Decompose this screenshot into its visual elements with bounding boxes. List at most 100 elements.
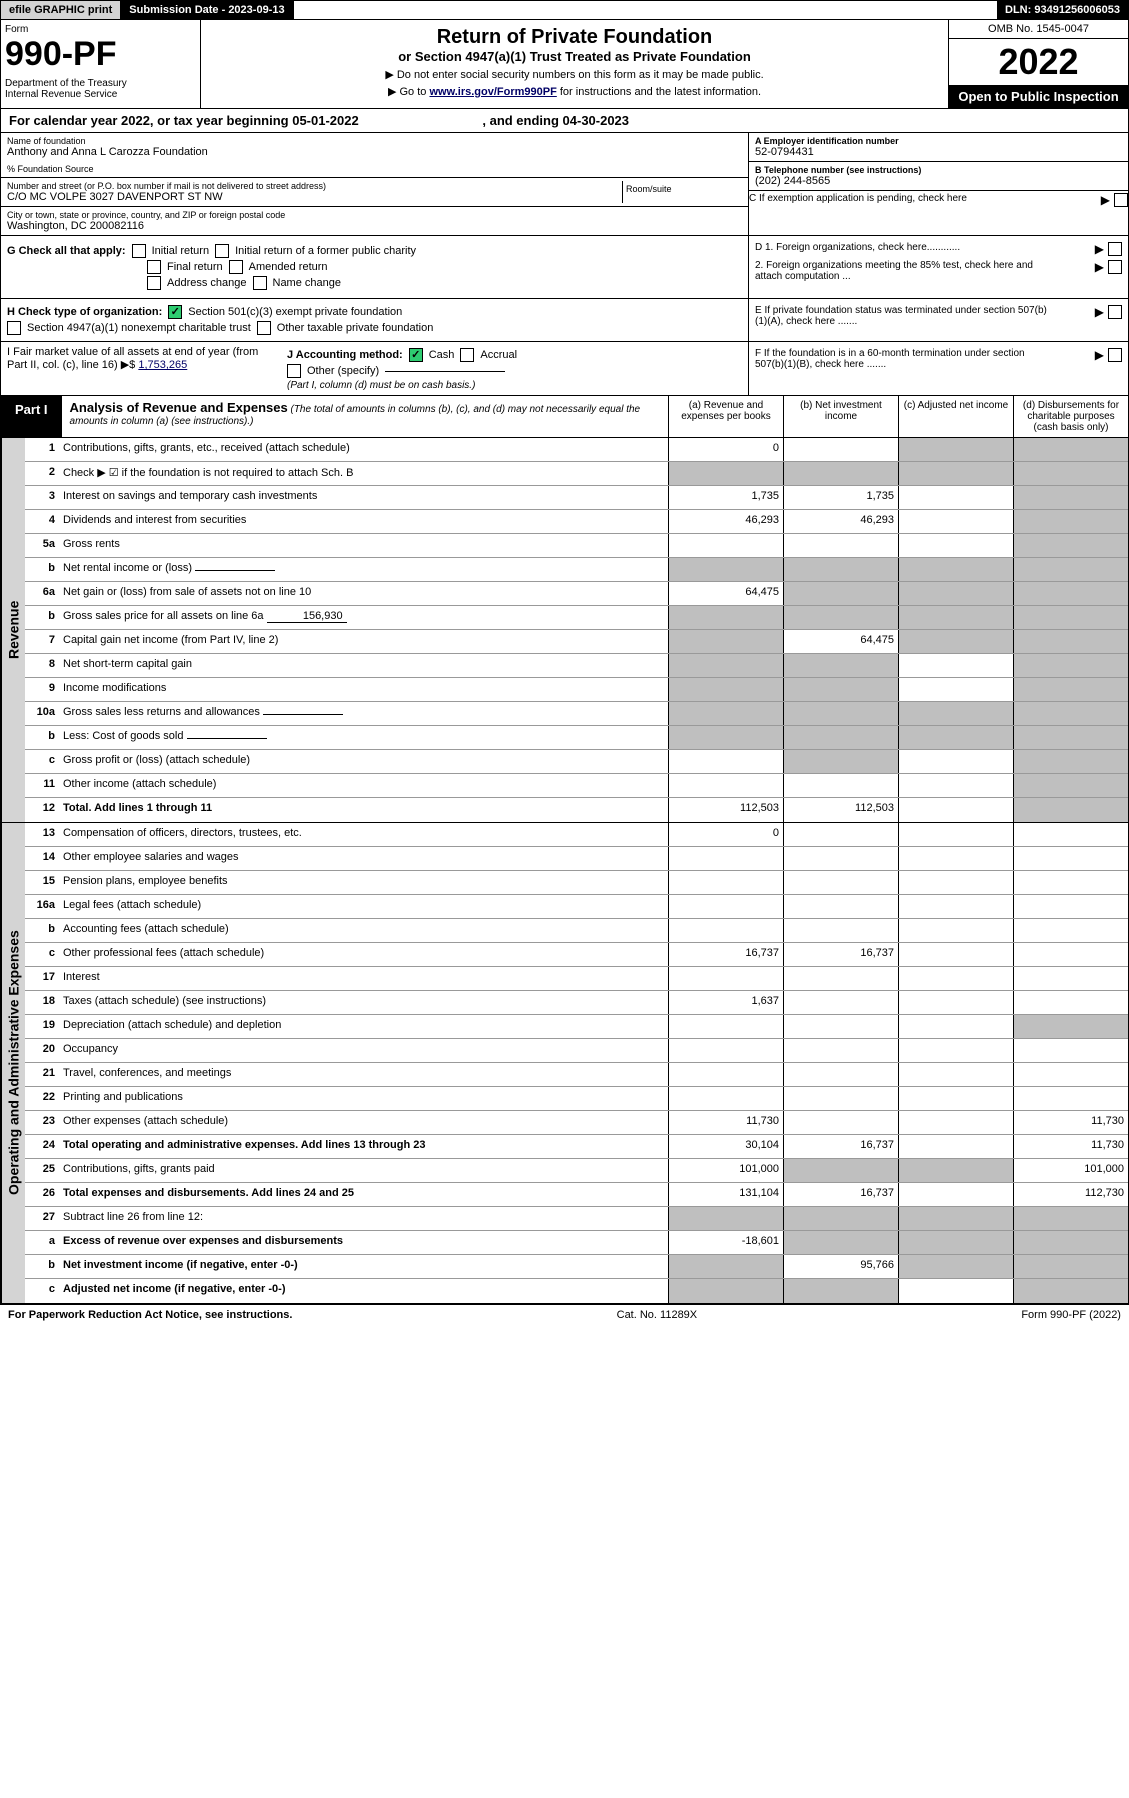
goto-post: for instructions and the latest informat… <box>557 86 761 98</box>
cell-b <box>783 1207 898 1230</box>
cell-c <box>898 510 1013 533</box>
row-label: Total. Add lines 1 through 11 <box>59 798 668 822</box>
e-checkbox[interactable] <box>1108 305 1122 319</box>
g-opt-1: Initial return of a former public charit… <box>235 245 416 257</box>
efile-print-button[interactable]: efile GRAPHIC print <box>1 1 121 19</box>
h-4947-checkbox[interactable] <box>7 321 21 335</box>
row-label: Adjusted net income (if negative, enter … <box>59 1279 668 1303</box>
cell-c <box>898 1135 1013 1158</box>
c-checkbox[interactable] <box>1114 193 1128 207</box>
calendar-year-line: For calendar year 2022, or tax year begi… <box>0 109 1129 133</box>
col-c-hdr: (c) Adjusted net income <box>898 396 1013 437</box>
pct-label: % Foundation Source <box>7 164 742 174</box>
table-row: bAccounting fees (attach schedule) <box>25 919 1128 943</box>
table-row: 17Interest <box>25 967 1128 991</box>
arrow-icon: ▶ <box>1095 260 1104 282</box>
f-checkbox[interactable] <box>1108 348 1122 362</box>
table-row: 22Printing and publications <box>25 1087 1128 1111</box>
cell-c <box>898 750 1013 773</box>
goto-note: ▶ Go to www.irs.gov/Form990PF for instru… <box>207 85 942 98</box>
table-row: 5aGross rents <box>25 534 1128 558</box>
cell-a: 0 <box>668 438 783 461</box>
table-row: 14Other employee salaries and wages <box>25 847 1128 871</box>
d1-line: D 1. Foreign organizations, check here..… <box>755 240 1122 258</box>
g-initial-return-checkbox[interactable] <box>132 244 146 258</box>
row-label: Other professional fees (attach schedule… <box>59 943 668 966</box>
table-row: cAdjusted net income (if negative, enter… <box>25 1279 1128 1303</box>
j-accrual-checkbox[interactable] <box>460 348 474 362</box>
cell-c <box>898 895 1013 918</box>
row-label: Excess of revenue over expenses and disb… <box>59 1231 668 1254</box>
g-final-return-checkbox[interactable] <box>147 260 161 274</box>
part-1-tab: Part I <box>1 396 62 437</box>
row-label: Occupancy <box>59 1039 668 1062</box>
j-cash-checkbox[interactable] <box>409 348 423 362</box>
table-row: 16aLegal fees (attach schedule) <box>25 895 1128 919</box>
cell-d <box>1013 1039 1128 1062</box>
cell-a <box>668 919 783 942</box>
cell-a: 101,000 <box>668 1159 783 1182</box>
dln: DLN: 93491256006053 <box>997 1 1128 19</box>
d2-checkbox[interactable] <box>1108 260 1122 274</box>
d2-line: 2. Foreign organizations meeting the 85%… <box>755 258 1122 284</box>
form-id-block: Form 990-PF Department of the Treasury I… <box>1 20 201 108</box>
cell-a: 131,104 <box>668 1183 783 1206</box>
j-opt-1: Accrual <box>480 349 517 361</box>
table-row: 13Compensation of officers, directors, t… <box>25 823 1128 847</box>
cell-a <box>668 1015 783 1038</box>
f-label: F If the foundation is in a 60-month ter… <box>755 348 1055 370</box>
cell-d <box>1013 1063 1128 1086</box>
cell-c <box>898 558 1013 581</box>
form-subtitle: or Section 4947(a)(1) Trust Treated as P… <box>207 49 942 64</box>
cell-a <box>668 702 783 725</box>
cell-d <box>1013 726 1128 749</box>
row-label: Legal fees (attach schedule) <box>59 895 668 918</box>
h-501c3-checkbox[interactable] <box>168 305 182 319</box>
j-other-input[interactable] <box>385 371 505 372</box>
row-label: Total expenses and disbursements. Add li… <box>59 1183 668 1206</box>
row-label: Net gain or (loss) from sale of assets n… <box>59 582 668 605</box>
cal-begin: For calendar year 2022, or tax year begi… <box>9 113 359 128</box>
cell-b <box>783 1039 898 1062</box>
table-row: 1Contributions, gifts, grants, etc., rec… <box>25 438 1128 462</box>
cell-b <box>783 606 898 629</box>
cell-c <box>898 1063 1013 1086</box>
ein-cell: A Employer identification number 52-0794… <box>749 133 1128 162</box>
row-label: Dividends and interest from securities <box>59 510 668 533</box>
cell-b <box>783 462 898 485</box>
h-other-taxable-checkbox[interactable] <box>257 321 271 335</box>
cell-a: 11,730 <box>668 1111 783 1134</box>
row-label: Check ▶ ☑ if the foundation is not requi… <box>59 462 668 485</box>
g-name-change-checkbox[interactable] <box>253 276 267 290</box>
form990pf-link[interactable]: www.irs.gov/Form990PF <box>429 86 556 98</box>
table-row: bNet rental income or (loss) <box>25 558 1128 582</box>
table-row: 3Interest on savings and temporary cash … <box>25 486 1128 510</box>
g-opt-5: Name change <box>273 277 342 289</box>
ein-label: A Employer identification number <box>755 136 1122 146</box>
row-number: 14 <box>25 847 59 870</box>
cell-b <box>783 1063 898 1086</box>
dept-treasury: Department of the Treasury Internal Reve… <box>5 78 196 100</box>
cell-b <box>783 654 898 677</box>
cell-a: 1,637 <box>668 991 783 1014</box>
g-initial-former-checkbox[interactable] <box>215 244 229 258</box>
cell-b <box>783 871 898 894</box>
address: C/O MC VOLPE 3027 DAVENPORT ST NW <box>7 191 622 203</box>
cell-a <box>668 1279 783 1303</box>
cell-d <box>1013 1279 1128 1303</box>
cell-d <box>1013 895 1128 918</box>
cell-b: 112,503 <box>783 798 898 822</box>
row-label: Gross profit or (loss) (attach schedule) <box>59 750 668 773</box>
cell-c <box>898 726 1013 749</box>
cell-a <box>668 895 783 918</box>
row-label: Pension plans, employee benefits <box>59 871 668 894</box>
table-row: bLess: Cost of goods sold <box>25 726 1128 750</box>
d1-checkbox[interactable] <box>1108 242 1122 256</box>
g-opt-2: Final return <box>167 261 223 273</box>
g-address-change-checkbox[interactable] <box>147 276 161 290</box>
city-cell: City or town, state or province, country… <box>1 207 748 235</box>
j-other-checkbox[interactable] <box>287 364 301 378</box>
g-amended-checkbox[interactable] <box>229 260 243 274</box>
row-label: Gross rents <box>59 534 668 557</box>
table-row: 15Pension plans, employee benefits <box>25 871 1128 895</box>
